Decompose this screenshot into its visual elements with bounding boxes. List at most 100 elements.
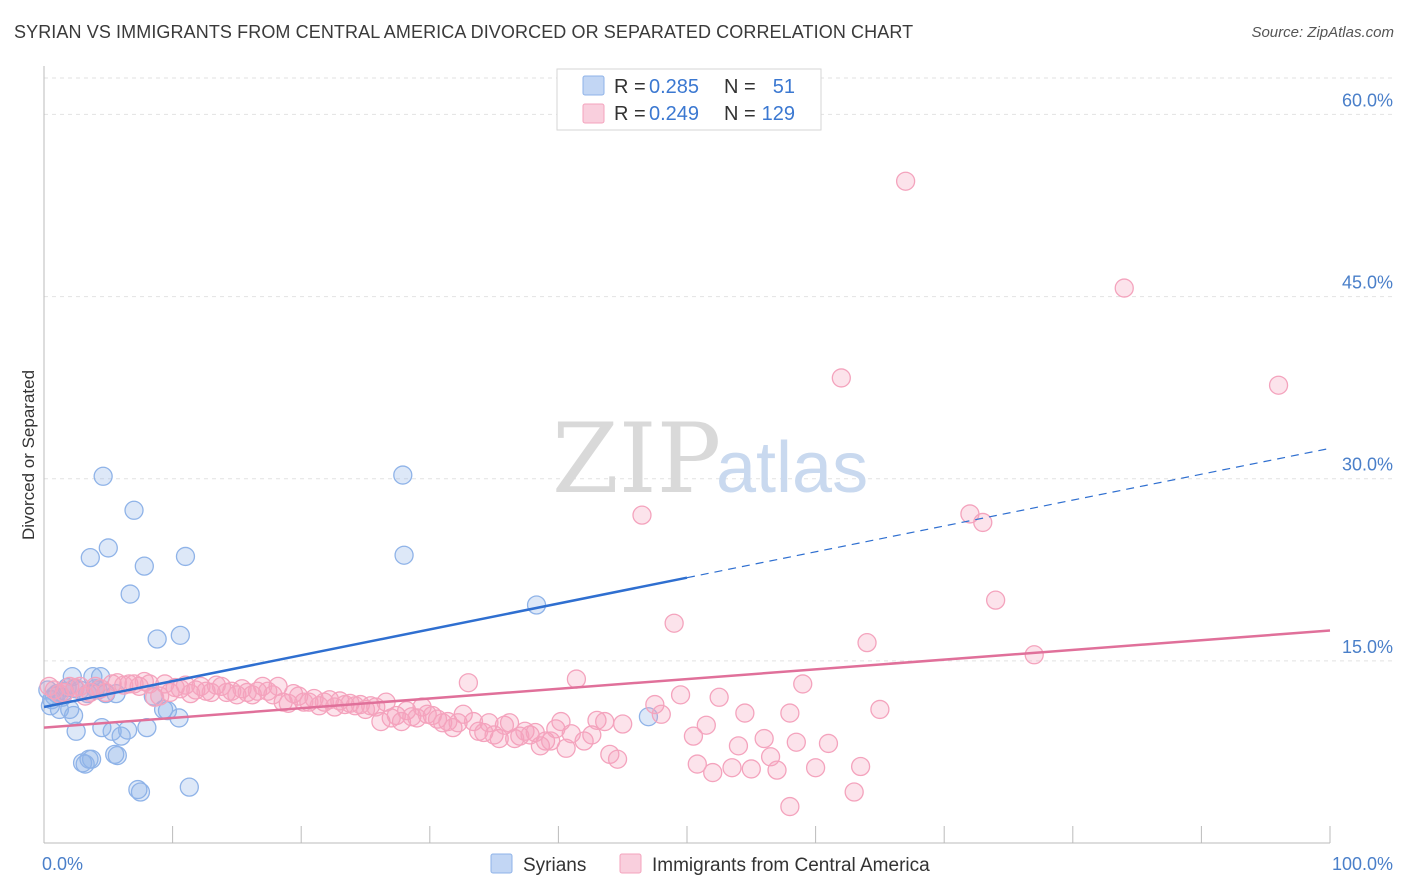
legend-n-value: 129 <box>762 103 795 125</box>
data-point <box>645 694 665 715</box>
legend-r-value: 0.285 <box>649 76 699 98</box>
y-tick-labels: 15.0% 30.0% 45.0% 60.0% <box>1342 90 1393 656</box>
legend-n-value: 51 <box>773 76 795 98</box>
data-point <box>895 171 916 191</box>
data-point <box>120 584 140 604</box>
data-point <box>786 732 806 752</box>
data-point <box>397 700 417 721</box>
trend-line-solid <box>43 576 688 709</box>
x-tick-label: 0.0% <box>42 854 83 874</box>
data-point <box>180 683 201 704</box>
data-point <box>607 749 628 769</box>
data-point <box>613 714 633 734</box>
data-point <box>754 728 774 749</box>
data-point <box>515 721 535 741</box>
data-point <box>1114 278 1134 298</box>
data-point <box>150 686 170 706</box>
legend-r-value: 0.249 <box>649 103 699 125</box>
data-point <box>128 779 148 800</box>
data-point <box>93 466 113 486</box>
data-point <box>582 725 602 745</box>
data-point <box>70 676 90 697</box>
data-point <box>85 676 106 697</box>
data-point <box>709 687 729 707</box>
bottom-legend-swatch-central-america <box>619 853 642 874</box>
data-point <box>780 796 800 817</box>
legend-n-label: N = <box>724 103 756 125</box>
data-point <box>696 715 716 735</box>
data-point <box>124 500 144 520</box>
y-tick-label: 60.0% <box>1342 90 1393 110</box>
data-point <box>186 680 206 700</box>
data-point <box>741 759 761 779</box>
y-tick-label: 15.0% <box>1342 637 1393 657</box>
watermark-atlas: atlas <box>716 428 868 508</box>
trend-lines <box>43 447 1331 729</box>
data-point <box>595 711 615 732</box>
data-point <box>179 777 199 797</box>
data-point <box>175 546 196 567</box>
data-point <box>117 720 138 740</box>
legend-r-label: R = <box>614 76 646 98</box>
data-point <box>870 699 890 720</box>
data-point <box>98 538 118 558</box>
chart-title: SYRIAN VS IMMIGRANTS FROM CENTRAL AMERIC… <box>14 22 914 42</box>
data-point <box>844 782 864 802</box>
data-point <box>147 629 167 649</box>
data-point <box>574 731 594 751</box>
trend-line-dashed <box>686 447 1331 579</box>
data-point <box>90 679 111 699</box>
bottom-legend: Syrians Immigrants from Central America <box>490 853 930 876</box>
data-point <box>683 726 704 746</box>
data-point <box>458 673 479 693</box>
data-point <box>632 505 652 525</box>
data-point <box>735 703 755 723</box>
data-point <box>479 713 499 733</box>
data-point <box>556 738 576 758</box>
watermark-zip: ZIP <box>552 403 721 515</box>
data-point <box>63 705 84 726</box>
x-tick-labels: 0.0% 100.0% <box>42 854 1393 874</box>
data-point <box>393 465 413 485</box>
data-point <box>728 736 749 756</box>
data-point <box>780 703 800 723</box>
data-point <box>453 704 473 724</box>
data-point <box>81 749 102 769</box>
data-point <box>1024 645 1044 665</box>
legend-swatch-central-america <box>582 103 605 124</box>
series-central-america-points <box>39 171 1289 817</box>
source-credit: Source: ZipAtlas.com <box>1251 24 1394 41</box>
y-tick-label: 45.0% <box>1342 273 1393 293</box>
data-point <box>484 725 504 745</box>
data-point <box>381 708 401 728</box>
data-point <box>670 685 691 705</box>
data-point <box>526 595 547 615</box>
data-point <box>386 705 407 726</box>
data-point <box>438 711 458 732</box>
data-point <box>587 710 607 731</box>
data-point <box>857 632 877 653</box>
data-point <box>134 556 154 576</box>
data-point <box>793 674 813 694</box>
data-point <box>1268 375 1289 395</box>
data-point <box>80 547 100 568</box>
data-point <box>130 782 151 802</box>
data-point <box>505 728 525 749</box>
data-point <box>232 679 252 699</box>
data-point <box>651 704 671 724</box>
data-point <box>831 368 851 388</box>
data-point <box>407 708 427 728</box>
data-point <box>973 512 993 533</box>
data-point <box>170 625 190 646</box>
watermark: ZIP atlas <box>552 403 868 515</box>
y-axis-label: Divorced or Separated <box>19 370 38 540</box>
data-point <box>703 762 723 783</box>
data-point <box>288 686 309 706</box>
legend-n-label: N = <box>724 76 756 98</box>
y-tick-label: 30.0% <box>1342 455 1393 475</box>
data-point <box>664 613 684 633</box>
legend-swatch-syrians <box>582 75 605 96</box>
data-point <box>850 756 871 777</box>
data-point <box>541 731 561 751</box>
data-point <box>805 758 826 778</box>
